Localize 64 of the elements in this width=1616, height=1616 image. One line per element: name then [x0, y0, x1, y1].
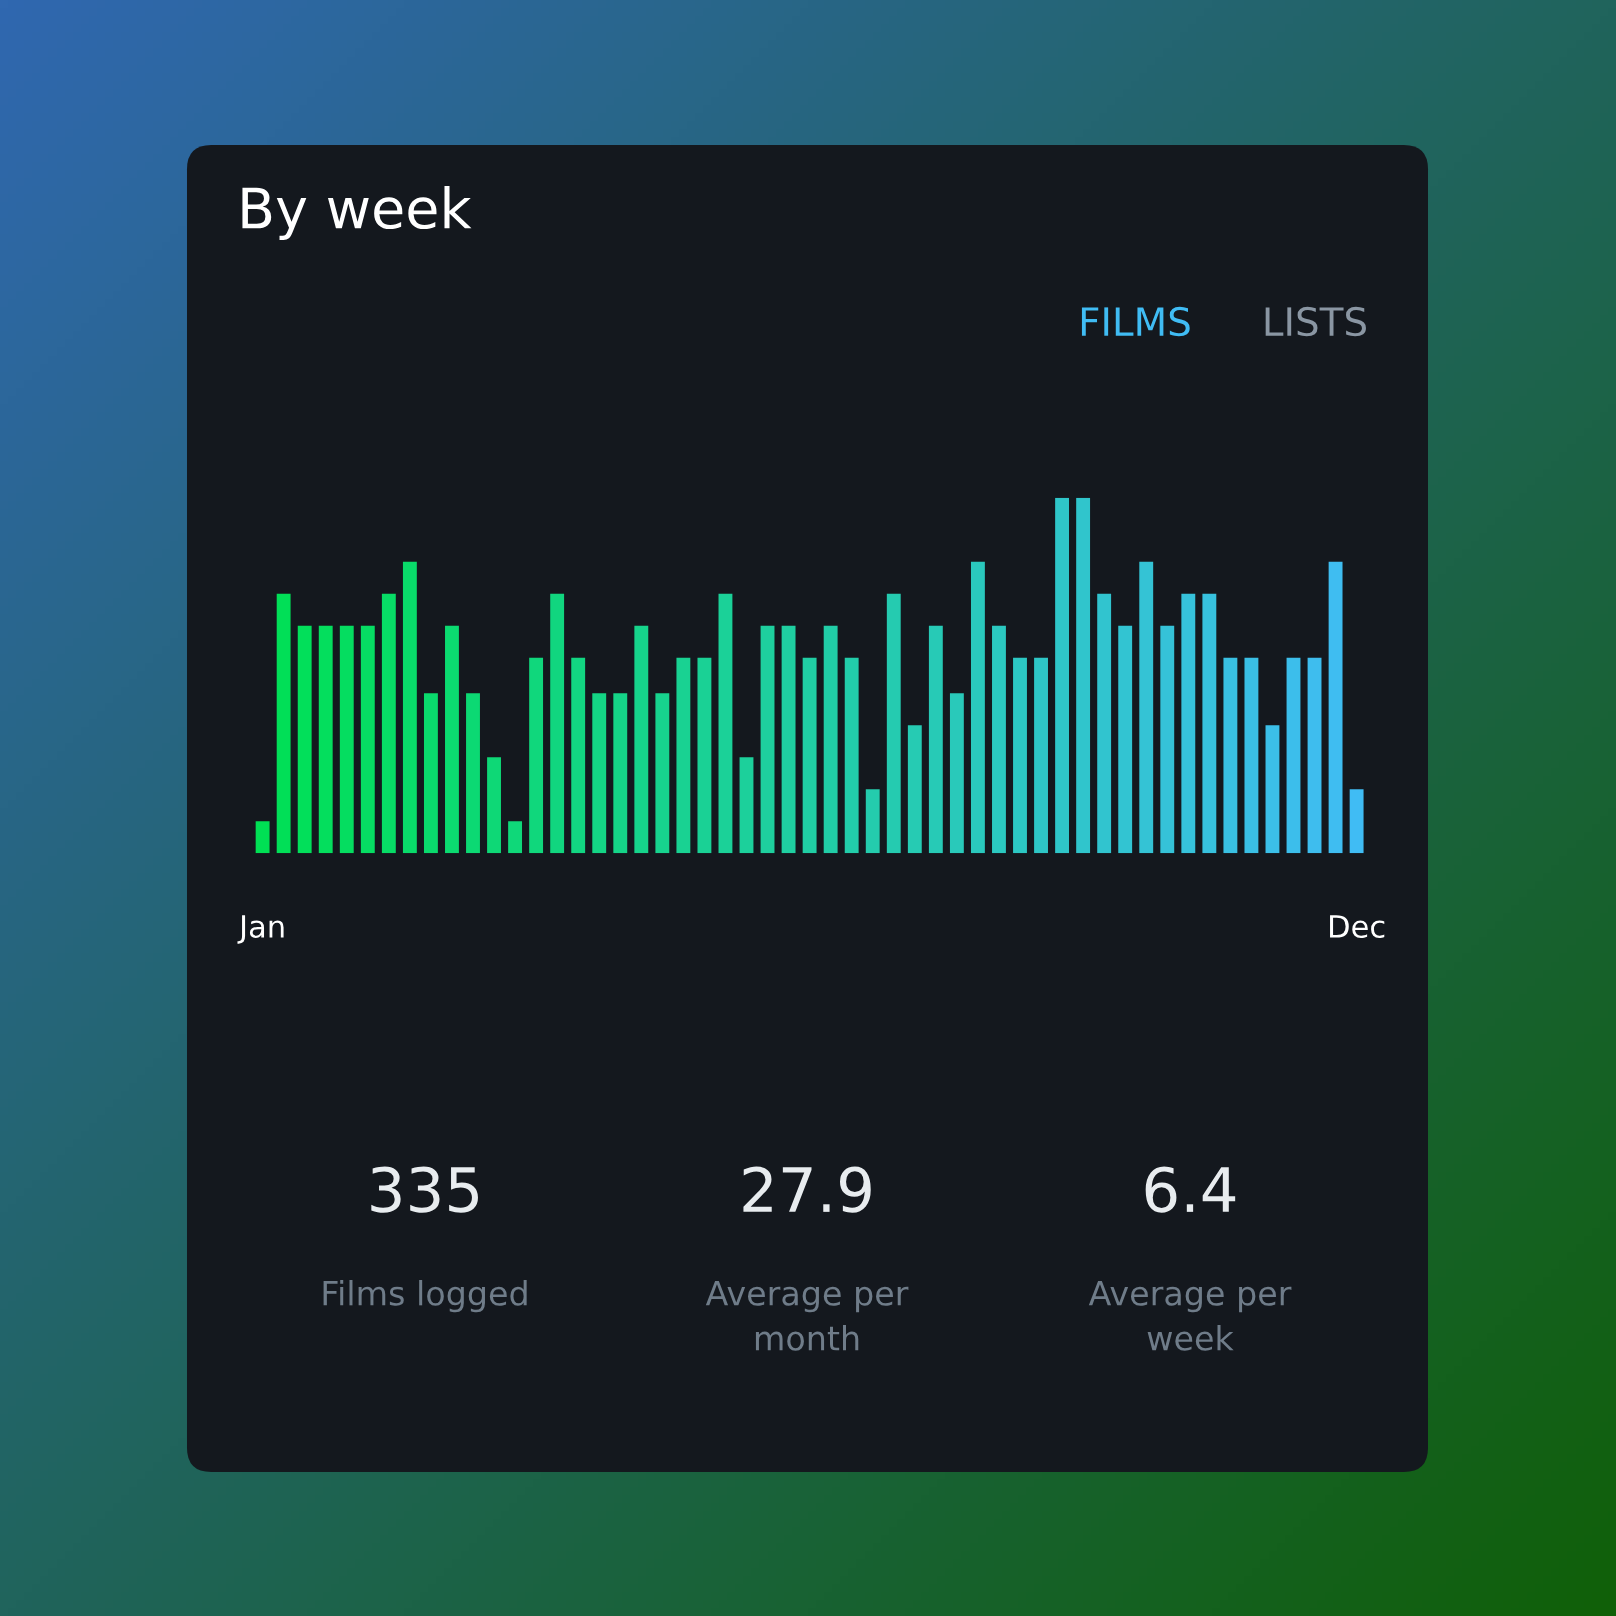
bar [1055, 497, 1070, 854]
bar [1139, 561, 1154, 854]
bar [697, 657, 712, 854]
bar [1118, 625, 1133, 854]
bar [886, 593, 901, 854]
bar [760, 625, 775, 854]
text: Average per month [705, 1281, 909, 1351]
bar [1097, 593, 1112, 854]
bar [718, 593, 733, 854]
bar [466, 693, 480, 854]
bar [297, 625, 312, 854]
bar [381, 593, 396, 854]
bar [255, 821, 270, 854]
bar [318, 625, 333, 854]
bar [571, 657, 586, 854]
bar [613, 693, 628, 854]
bar [423, 693, 438, 854]
bar [1013, 657, 1027, 854]
bar [739, 757, 754, 854]
bar [487, 757, 501, 854]
bar [276, 593, 291, 854]
bar [992, 625, 1006, 854]
text: FILMS [1081, 306, 1190, 337]
text: Films logged [323, 1280, 527, 1313]
bar [360, 625, 375, 854]
bar [928, 625, 943, 854]
bar [802, 657, 817, 854]
text: LISTS [1265, 306, 1366, 337]
bar [339, 625, 354, 854]
bar [907, 725, 922, 854]
bar [781, 625, 796, 854]
bar [949, 693, 964, 854]
bar [865, 789, 880, 854]
bar [1265, 725, 1280, 854]
bar [529, 657, 544, 854]
bar [592, 693, 607, 854]
bar [1160, 625, 1175, 854]
text: 335 [371, 1166, 478, 1213]
bar [1223, 657, 1238, 854]
bar [1286, 657, 1301, 854]
x-tick-label: Dec [1330, 915, 1385, 939]
bar [445, 625, 459, 854]
text: Average per week [1088, 1281, 1292, 1351]
bar [550, 593, 565, 854]
bar [508, 821, 523, 854]
bar [1181, 593, 1196, 854]
bar [844, 657, 859, 854]
bar [823, 625, 838, 854]
bar [1034, 657, 1048, 854]
bar [1328, 561, 1343, 854]
bar [676, 657, 691, 854]
bar [1307, 657, 1322, 854]
bar [655, 693, 670, 854]
bar [1076, 497, 1091, 854]
bar [634, 625, 649, 854]
text: 27.9 [743, 1166, 871, 1213]
bar [1244, 657, 1259, 854]
x-tick-label: Jan [237, 915, 284, 944]
bar [1202, 593, 1217, 854]
bar [970, 561, 985, 854]
bar [402, 561, 417, 854]
chart-title: By week [242, 186, 472, 240]
text: 6.4 [1145, 1166, 1236, 1213]
bar [1349, 789, 1364, 854]
